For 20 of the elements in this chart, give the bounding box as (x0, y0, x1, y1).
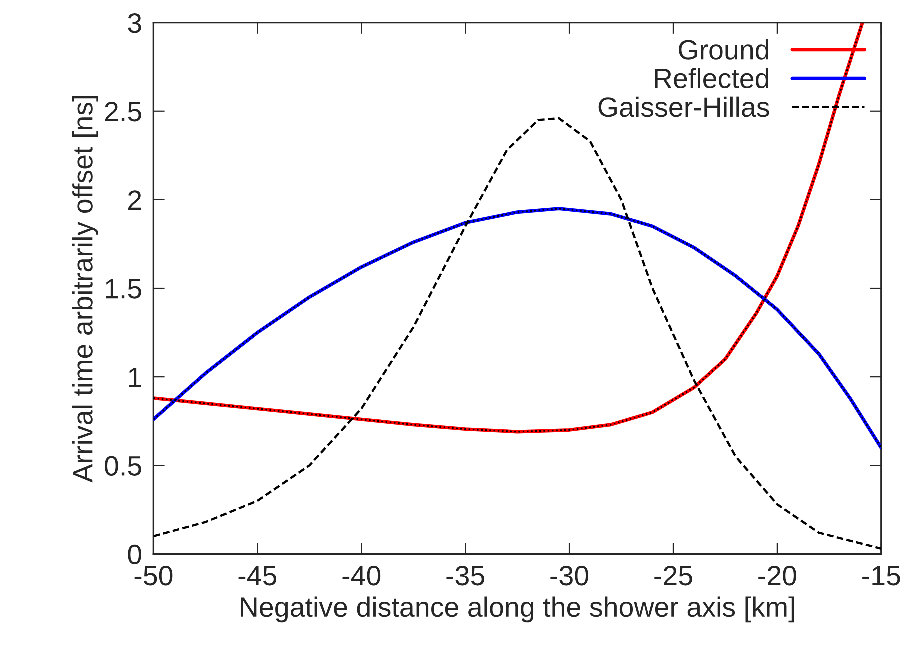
y-tick-label: 1.5 (106, 279, 142, 299)
x-tick-label: -30 (550, 566, 589, 586)
legend-label: Reflected (655, 68, 769, 89)
x-axis-title: Negative distance along the shower axis [km] (241, 596, 794, 623)
x-tick-label: -20 (758, 566, 796, 586)
x-tick-label: -15 (862, 566, 900, 586)
legend-label: Gaisser-Hillas (598, 96, 770, 118)
y-tick-label: 1 (129, 368, 142, 388)
x-tick-label: -25 (654, 566, 692, 586)
x-tick-label: -45 (238, 566, 277, 586)
y-tick-label: 0 (128, 544, 142, 565)
y-tick-label: 2 (128, 190, 142, 210)
y-tick-label: 3 (128, 13, 142, 34)
x-tick-label: -35 (446, 566, 484, 586)
x-tick-label: -40 (342, 566, 381, 586)
y-tick-label: 0.5 (105, 456, 142, 476)
y-tick-label: 2.5 (105, 102, 142, 122)
y-axis-title: Arrival time arbitrarily offset [ns] (72, 96, 98, 483)
x-tick-label: -50 (134, 566, 173, 586)
legend-label: Ground (679, 39, 769, 60)
